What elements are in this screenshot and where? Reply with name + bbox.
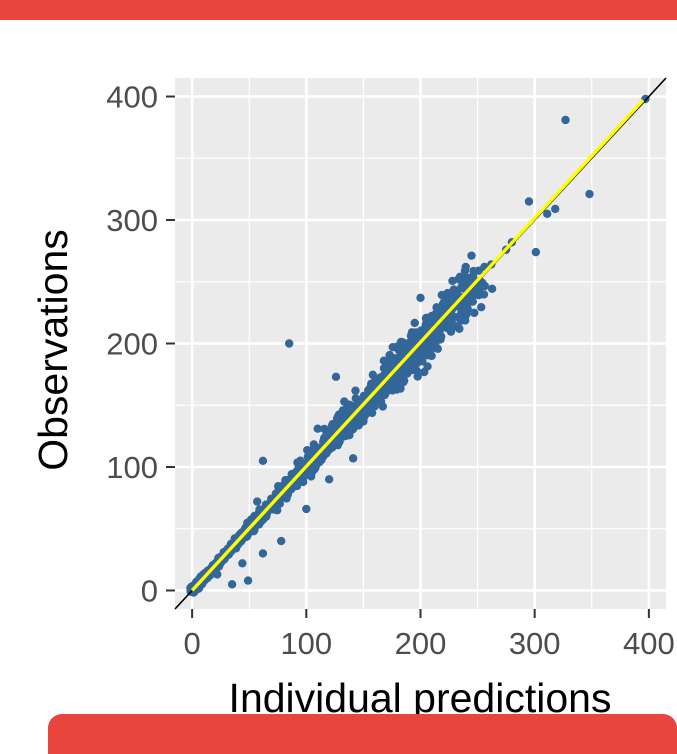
data-point (339, 412, 349, 421)
data-point (416, 293, 425, 303)
scatter-chart: 0 100 200 300 400 0 100 200 300 400 Individual pr… (30, 77, 675, 721)
data-point (394, 353, 403, 362)
data-point (477, 302, 486, 312)
data-point (313, 424, 322, 433)
data-point (303, 445, 312, 455)
y-tick-label: 300 (106, 203, 158, 238)
top-banner (0, 0, 677, 20)
data-point (479, 290, 489, 299)
data-point (426, 345, 436, 354)
data-point (410, 318, 419, 328)
data-point (448, 290, 457, 300)
data-point (324, 475, 334, 484)
data-point (305, 466, 314, 476)
data-point (433, 333, 442, 342)
data-point (363, 407, 373, 416)
data-point (409, 361, 418, 370)
data-point (351, 386, 360, 395)
data-point (433, 344, 442, 353)
data-point (322, 429, 331, 439)
x-tick-label: 200 (395, 626, 447, 661)
x-tick-label: 300 (509, 626, 561, 661)
y-tick-label: 200 (106, 327, 158, 362)
axes: 0 100 200 300 400 0 100 200 300 400 (106, 80, 674, 661)
data-point (388, 386, 397, 395)
data-point (470, 308, 479, 318)
data-point (345, 404, 354, 414)
data-point (442, 323, 452, 333)
data-point (284, 339, 294, 348)
data-point (253, 497, 262, 506)
data-point (276, 536, 286, 546)
data-point (543, 209, 552, 219)
data-point (427, 315, 437, 325)
y-tick-label: 400 (106, 80, 158, 115)
x-tick-label: 0 (184, 626, 201, 661)
y-tick-label: 0 (141, 573, 158, 608)
x-tick-label: 100 (280, 626, 332, 661)
data-point (464, 274, 473, 284)
data-point (524, 197, 534, 206)
data-point (422, 339, 432, 348)
data-point (467, 251, 476, 260)
data-point (487, 284, 497, 293)
y-axis-title: Observations (30, 229, 76, 471)
data-point (302, 504, 311, 514)
data-point (331, 372, 341, 382)
data-point (403, 369, 412, 378)
data-point (354, 413, 363, 423)
data-point (243, 576, 253, 585)
data-point (374, 392, 383, 402)
data-point (368, 370, 378, 380)
data-point (413, 372, 422, 381)
data-point (457, 282, 466, 291)
fit-line (190, 99, 645, 592)
data-point (396, 337, 406, 347)
data-point (378, 402, 388, 411)
x-tick-label: 400 (623, 626, 675, 661)
data-point (309, 440, 319, 449)
data-point (332, 414, 342, 423)
data-point (447, 311, 457, 320)
data-point (421, 319, 431, 329)
data-point (271, 505, 280, 514)
data-point (416, 350, 425, 360)
x-axis-title: Individual predictions (229, 675, 612, 721)
data-point (370, 377, 380, 386)
data-point (585, 189, 594, 199)
data-point (258, 549, 268, 558)
data-point (561, 115, 570, 125)
data-point (296, 456, 305, 465)
data-point (386, 378, 395, 387)
data-point (379, 363, 389, 373)
data-point (395, 382, 405, 391)
data-point (258, 456, 268, 466)
data-point (213, 570, 222, 579)
data-point (348, 454, 358, 463)
data-point (466, 296, 476, 305)
data-point (354, 421, 363, 430)
data-point (420, 367, 429, 377)
data-point (454, 274, 463, 284)
data-point (461, 262, 470, 272)
bottom-banner (48, 714, 677, 754)
data-point (238, 559, 247, 568)
data-point (227, 580, 237, 589)
data-point (427, 351, 436, 361)
data-point (343, 429, 353, 438)
data-point (298, 477, 308, 487)
data-point (455, 311, 464, 321)
data-point (406, 331, 416, 341)
y-tick-label: 100 (106, 450, 158, 485)
data-point (551, 204, 560, 214)
data-point (417, 329, 426, 338)
data-point (531, 247, 541, 257)
lines (174, 77, 667, 610)
